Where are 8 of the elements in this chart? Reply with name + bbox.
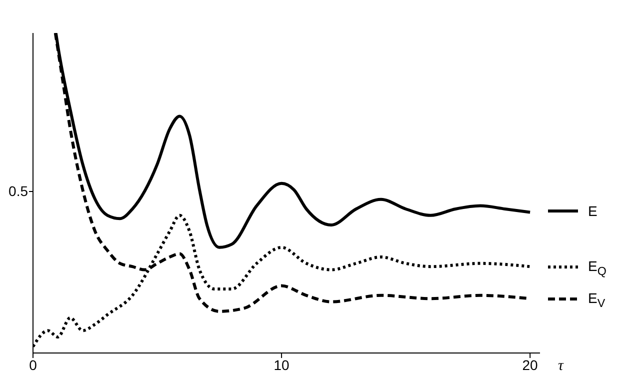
x-tick-label: 20 bbox=[522, 356, 538, 373]
x-tick-label: 0 bbox=[29, 356, 38, 373]
legend-label: E$_{Q}$ bbox=[588, 258, 606, 278]
legend-label: E bbox=[588, 203, 598, 220]
x-axis-title: τ bbox=[558, 358, 564, 374]
text: 0.5 bbox=[8, 183, 28, 200]
x-tick-label: 10 bbox=[274, 356, 290, 373]
legend-label: E$_{V}$ bbox=[588, 290, 606, 310]
